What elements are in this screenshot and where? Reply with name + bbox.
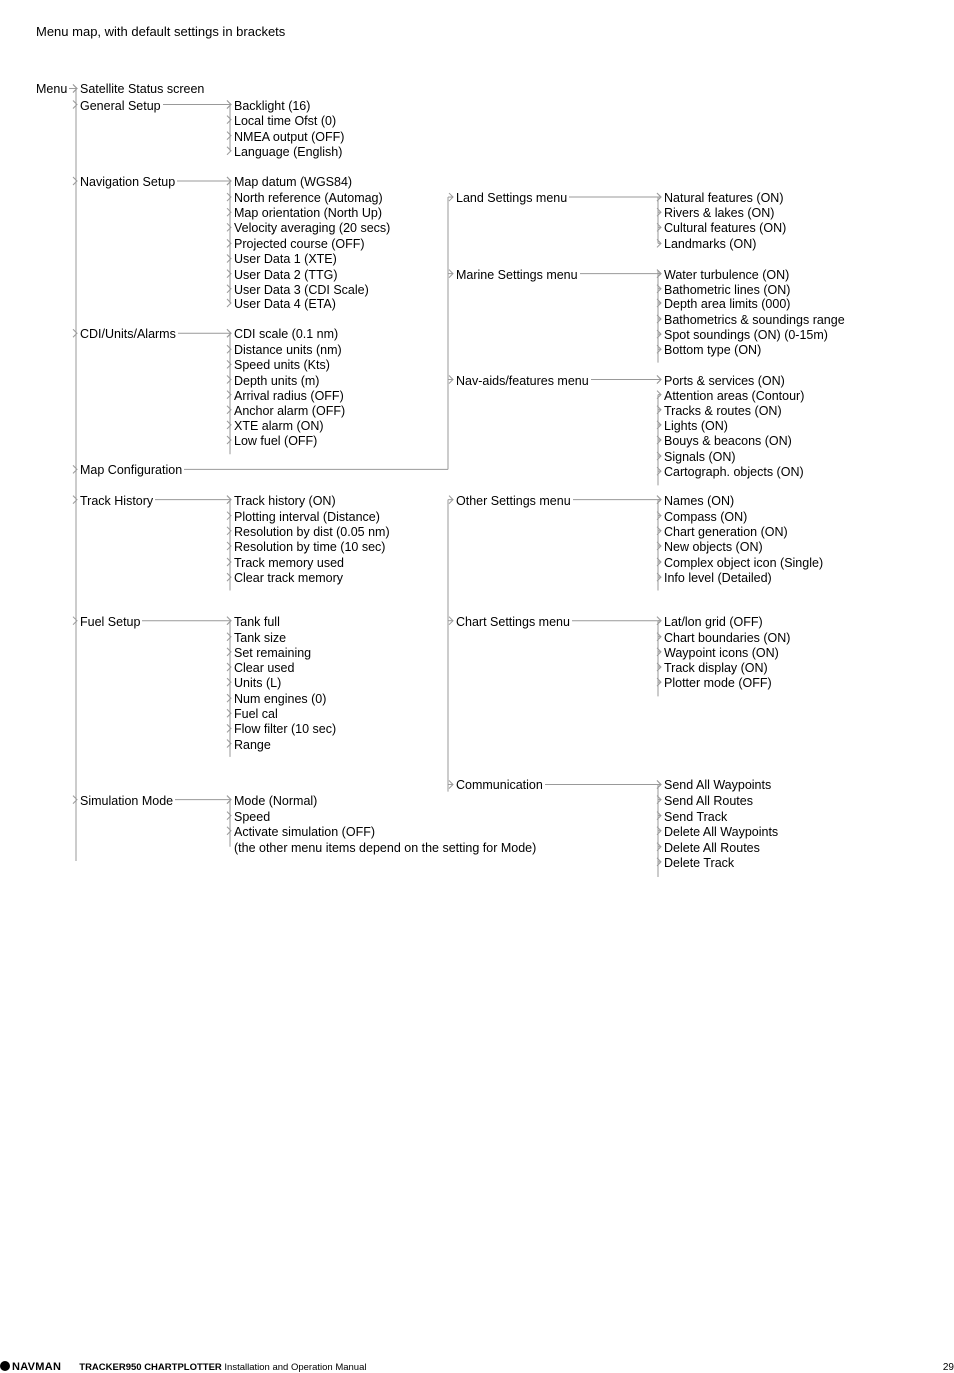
menu-node: Track display (ON) [664,660,768,676]
brand-logo: NAVMAN [0,1361,61,1373]
menu-node: Clear track memory [234,570,343,586]
menu-node: Range [234,737,271,753]
menu-node: Resolution by dist (0.05 nm) [234,524,390,540]
menu-node: Bathometrics & soundings range [664,312,845,328]
menu-node: Bouys & beacons (ON) [664,433,792,449]
menu-node: Chart generation (ON) [664,524,788,540]
menu-node: Track history (ON) [234,493,336,509]
menu-node: Landmarks (ON) [664,236,756,252]
menu-node: Fuel cal [234,706,278,722]
menu-node: Depth units (m) [234,373,319,389]
menu-node: Ports & services (ON) [664,373,785,389]
menu-node: Plotter mode (OFF) [664,675,772,691]
menu-node: CDI scale (0.1 nm) [234,326,338,342]
menu-node: General Setup [80,98,161,114]
menu-node: Cartograph. objects (ON) [664,464,804,480]
menu-node: Compass (ON) [664,509,747,525]
menu-node: Names (ON) [664,493,734,509]
menu-node: Waypoint icons (ON) [664,645,779,661]
menu-node: Delete Track [664,855,734,871]
menu-node: XTE alarm (ON) [234,418,324,434]
page-title: Menu map, with default settings in brack… [36,24,926,39]
menu-node: Other Settings menu [456,493,571,509]
menu-node: CDI/Units/Alarms [80,326,176,342]
menu-node: Set remaining [234,645,311,661]
menu-node: Send All Waypoints [664,777,771,793]
menu-node: Bottom type (ON) [664,342,761,358]
menu-node: Natural features (ON) [664,190,783,206]
menu-node: Send Track [664,809,727,825]
menu-node: Speed [234,809,270,825]
menu-node: Simulation Mode [80,793,173,809]
page-number: 29 [943,1362,954,1373]
menu-node: Menu [36,81,67,97]
menu-node: Map Configuration [80,462,182,478]
menu-node: Land Settings menu [456,190,567,206]
menu-node: Spot soundings (ON) (0-15m) [664,327,828,343]
menu-node: Water turbulence (ON) [664,267,789,283]
menu-node: Projected course (OFF) [234,236,365,252]
menu-node: North reference (Automag) [234,190,383,206]
menu-node: Signals (ON) [664,449,736,465]
menu-node: Tracks & routes (ON) [664,403,782,419]
menu-node: Activate simulation (OFF) [234,824,375,840]
menu-node: Satellite Status screen [80,81,204,97]
menu-node: Language (English) [234,144,342,160]
menu-node: Delete All Waypoints [664,824,778,840]
menu-tree: Menu Satellite Status screenGeneral Setup… [36,53,926,1308]
menu-node: Navigation Setup [80,174,175,190]
menu-node: Mode (Normal) [234,793,317,809]
menu-node: Chart Settings menu [456,614,570,630]
menu-node: Chart boundaries (ON) [664,630,790,646]
menu-node: Communication [456,777,543,793]
menu-node: Lights (ON) [664,418,728,434]
menu-node: Rivers & lakes (ON) [664,205,774,221]
menu-node: Send All Routes [664,793,753,809]
menu-node: Map orientation (North Up) [234,205,382,221]
menu-node: Fuel Setup [80,614,140,630]
menu-node: Units (L) [234,675,281,691]
menu-node: User Data 4 (ETA) [234,296,336,312]
menu-node: Local time Ofst (0) [234,113,336,129]
menu-node: Clear used [234,660,294,676]
menu-node: Anchor alarm (OFF) [234,403,345,419]
menu-node: New objects (ON) [664,539,763,555]
menu-node: Marine Settings menu [456,267,578,283]
menu-node: Map datum (WGS84) [234,174,352,190]
menu-node: Backlight (16) [234,98,310,114]
menu-node: Tank size [234,630,286,646]
menu-node: Track History [80,493,153,509]
menu-node: Complex object icon (Single) [664,555,823,571]
menu-node: Velocity averaging (20 secs) [234,220,390,236]
menu-node: Delete All Routes [664,840,760,856]
menu-node: Distance units (nm) [234,342,342,358]
menu-node: NMEA output (OFF) [234,129,344,145]
menu-node: Attention areas (Contour) [664,388,804,404]
menu-node: Low fuel (OFF) [234,433,317,449]
menu-node: Resolution by time (10 sec) [234,539,385,555]
menu-node: Lat/lon grid (OFF) [664,614,763,630]
menu-node: Arrival radius (OFF) [234,388,344,404]
page-footer: NAVMAN TRACKER950 CHARTPLOTTER Installat… [0,1361,954,1373]
menu-node: Track memory used [234,555,344,571]
menu-node: Nav-aids/features menu [456,373,589,389]
menu-node: (the other menu items depend on the sett… [234,840,536,856]
menu-node: User Data 1 (XTE) [234,251,337,267]
menu-node: Plotting interval (Distance) [234,509,380,525]
menu-node: Cultural features (ON) [664,220,786,236]
menu-node: Tank full [234,614,280,630]
menu-node: Speed units (Kts) [234,357,330,373]
menu-node: User Data 2 (TTG) [234,267,338,283]
menu-node: Num engines (0) [234,691,326,707]
menu-node: Depth area limits (000) [664,296,790,312]
manual-title: TRACKER950 CHARTPLOTTER Installation and… [79,1362,366,1373]
menu-node: Info level (Detailed) [664,570,772,586]
menu-node: Flow filter (10 sec) [234,721,336,737]
